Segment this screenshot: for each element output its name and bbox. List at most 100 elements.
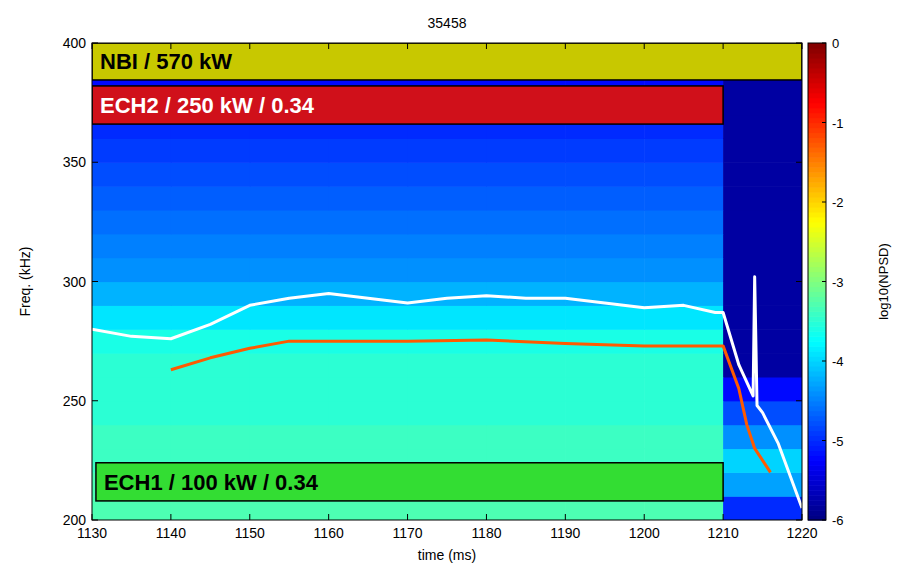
- colorbar-swatch: [808, 237, 826, 243]
- annotation-text: NBI / 570 kW: [100, 49, 232, 74]
- colorbar-frame: [808, 43, 826, 520]
- heatmap-cell: [329, 425, 408, 449]
- heatmap-cell: [92, 138, 171, 162]
- y-tick: [92, 281, 98, 282]
- heatmap-cell: [329, 401, 408, 425]
- colorbar-tick: [822, 281, 826, 282]
- heatmap-cell: [723, 305, 802, 329]
- colorbar-swatch: [808, 346, 826, 352]
- heatmap-cell: [565, 234, 644, 258]
- x-tick: [486, 43, 487, 49]
- x-tick: [565, 514, 566, 520]
- x-tick: [723, 514, 724, 520]
- heatmap-cell: [644, 401, 723, 425]
- colorbar-swatch: [808, 291, 826, 297]
- colorbar-swatch: [808, 436, 826, 442]
- heatmap-cell: [329, 305, 408, 329]
- colorbar-swatch: [808, 386, 826, 392]
- heatmap-cell: [565, 138, 644, 162]
- colorbar-swatch: [808, 123, 826, 129]
- heatmap-cell: [171, 401, 250, 425]
- colorbar-swatch: [808, 331, 826, 337]
- heatmap-cell: [565, 210, 644, 234]
- colorbar-swatch: [808, 341, 826, 347]
- heatmap-cell: [486, 186, 565, 210]
- x-tick: [486, 514, 487, 520]
- colorbar-swatch: [808, 232, 826, 238]
- colorbar-swatch: [808, 73, 826, 79]
- colorbar-swatch: [808, 311, 826, 317]
- heatmap-cell: [644, 234, 723, 258]
- heatmap-cell: [250, 353, 329, 377]
- x-tick-label: 1150: [235, 525, 265, 541]
- colorbar-swatch: [808, 172, 826, 178]
- heatmap-cell: [408, 210, 487, 234]
- x-tick: [328, 43, 329, 49]
- heatmap-cell: [486, 377, 565, 401]
- heatmap-cell: [329, 258, 408, 282]
- heatmap-cell: [408, 186, 487, 210]
- heatmap-cell: [92, 282, 171, 306]
- colorbar-swatch: [808, 137, 826, 143]
- heatmap-cell: [565, 258, 644, 282]
- heatmap-cell: [486, 305, 565, 329]
- heatmap-cell: [250, 210, 329, 234]
- axes: 1130114011501160117011801190120012101220…: [63, 35, 818, 541]
- heatmap-cell: [250, 305, 329, 329]
- colorbar-swatch: [808, 277, 826, 283]
- plot-frame: [92, 43, 802, 520]
- annotation-bar: [92, 86, 723, 124]
- heatmap-cell: [486, 138, 565, 162]
- chart: NBI / 570 kWECH2 / 250 kW / 0.34ECH1 / 1…: [0, 0, 912, 570]
- annotation-texts: NBI / 570 kWECH2 / 250 kW / 0.34ECH1 / 1…: [100, 49, 319, 494]
- colorbar-tick-label: -3: [832, 275, 844, 290]
- colorbar-swatch: [808, 475, 826, 481]
- colorbar-tick: [822, 43, 826, 44]
- colorbar-swatch: [808, 147, 826, 153]
- colorbar-swatch: [808, 207, 826, 213]
- colorbar-swatch: [808, 53, 826, 59]
- colorbar-swatch: [808, 495, 826, 501]
- colorbar-tick: [822, 202, 826, 203]
- colorbar-swatch: [808, 445, 826, 451]
- colorbar-swatch: [808, 162, 826, 168]
- colorbar-swatch: [808, 182, 826, 188]
- heatmap-cell: [644, 210, 723, 234]
- x-tick-label: 1200: [629, 525, 660, 541]
- heatmap-cell: [250, 186, 329, 210]
- colorbar-swatch: [808, 242, 826, 248]
- colorbar-label: log10(NPSD): [876, 243, 891, 320]
- colorbar-swatch: [808, 321, 826, 327]
- heatmap-cell: [92, 162, 171, 186]
- colorbar-swatch: [808, 262, 826, 268]
- colorbar-swatch: [808, 142, 826, 148]
- annotation-text: ECH2 / 250 kW / 0.34: [100, 93, 315, 118]
- heatmap-cell: [486, 401, 565, 425]
- heatmap-cell: [723, 162, 802, 186]
- heatmap-cell: [644, 425, 723, 449]
- y-tick-label: 350: [63, 154, 87, 170]
- x-tick: [170, 43, 171, 49]
- colorbar-swatch: [808, 306, 826, 312]
- colorbar-swatch: [808, 272, 826, 278]
- heatmap-cell: [408, 138, 487, 162]
- colorbar-swatch: [808, 88, 826, 94]
- heatmap-cell: [408, 377, 487, 401]
- colorbar-swatch: [808, 421, 826, 427]
- colorbar-swatch: [808, 465, 826, 471]
- y-tick: [796, 520, 802, 521]
- colorbar-swatch: [808, 157, 826, 163]
- colorbar-swatch: [808, 43, 826, 49]
- x-tick: [249, 514, 250, 520]
- heatmap-cell: [486, 353, 565, 377]
- y-tick-label: 400: [63, 35, 87, 51]
- y-tick: [92, 400, 98, 401]
- heatmap-cell: [723, 115, 802, 139]
- annotation-bars: [92, 43, 802, 501]
- heatmap-cell: [329, 162, 408, 186]
- colorbar-swatch: [808, 222, 826, 228]
- colorbar-swatch: [808, 426, 826, 432]
- heatmap-cell: [644, 186, 723, 210]
- colorbar-swatch: [808, 257, 826, 263]
- x-tick: [802, 43, 803, 49]
